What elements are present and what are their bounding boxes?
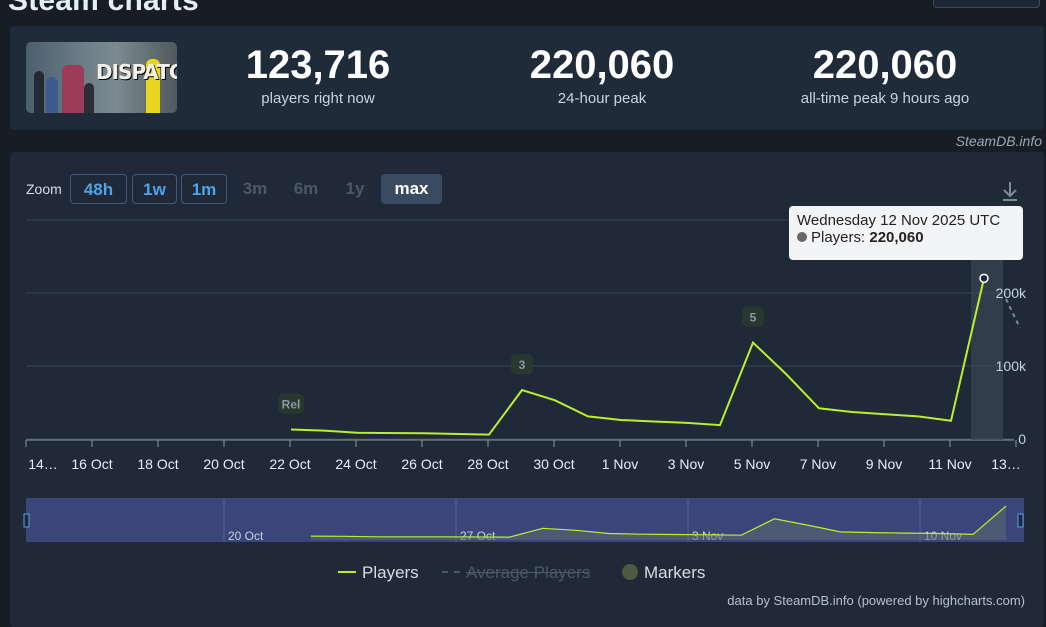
event-marker-label: 3 — [519, 358, 526, 372]
page-title: Steam charts — [8, 0, 199, 17]
legend-item-average-players[interactable]: Average Players — [442, 563, 590, 583]
navigator-area — [311, 506, 1007, 540]
legend-label: Markers — [644, 563, 706, 582]
stat-players-now: 123,716 players right now — [228, 42, 408, 107]
event-marker — [742, 306, 764, 327]
hover-band — [971, 260, 1003, 440]
y-tick-label: 0 — [1018, 431, 1026, 447]
event-marker-label: Rel — [282, 398, 301, 412]
legend-marker-icon — [622, 564, 638, 580]
event-marker — [511, 354, 533, 375]
hovered-data-point — [979, 273, 989, 284]
tooltip-series-label: Players: — [811, 229, 866, 246]
legend-dashed-line-icon — [442, 571, 460, 573]
zoom-1m-button[interactable]: 1m — [181, 174, 227, 204]
stat-label: players right now — [261, 90, 375, 107]
series-players-line — [290, 278, 985, 436]
steamdb-link[interactable]: SteamDB.info — [955, 133, 1042, 149]
navigator-series-line — [310, 505, 1007, 538]
event-marker — [278, 393, 304, 414]
x-tick-label: 11 Nov — [928, 456, 971, 472]
x-tick-label: 22 Oct — [269, 456, 310, 472]
x-tick-label: 26 Oct — [401, 456, 442, 472]
series-dot-icon — [797, 232, 807, 242]
tooltip-date: Wednesday 12 Nov 2025 UTC — [797, 212, 1001, 229]
zoom-3m-button[interactable]: 3m — [242, 179, 268, 198]
legend-item-markers[interactable]: Markers — [622, 563, 705, 583]
stat-value: 220,060 — [529, 43, 675, 87]
y-tick-label: 200k — [996, 285, 1027, 301]
dashed-trend-line — [1005, 298, 1021, 329]
zoom-label: Zoom — [26, 181, 62, 197]
zoom-1w-button[interactable]: 1w — [132, 174, 177, 204]
stat-24h-peak: 220,060 24-hour peak — [492, 42, 712, 107]
x-tick-label: 3 Nov — [668, 456, 705, 472]
game-thumbnail[interactable]: DISPATCH — [26, 42, 177, 113]
legend-line-icon — [338, 571, 356, 573]
stat-value: 123,716 — [245, 43, 391, 87]
chart-tooltip: Wednesday 12 Nov 2025 UTC Players: 220,0… — [789, 206, 1023, 260]
legend-label: Players — [362, 563, 419, 582]
x-tick-label: 16 Oct — [71, 456, 112, 472]
stats-bar: DISPATCH 123,716 players right now 220,0… — [10, 26, 1044, 130]
legend-label: Average Players — [466, 563, 591, 582]
zoom-6m-button[interactable]: 6m — [293, 179, 319, 198]
tooltip-value: 220,060 — [869, 229, 924, 246]
x-tick-label: 24 Oct — [335, 456, 376, 472]
x-tick-label: 1 Nov — [602, 456, 639, 472]
navigator-right-handle — [1017, 513, 1024, 528]
stat-label: 24-hour peak — [557, 90, 647, 107]
stat-label: all-time peak 9 hours ago — [800, 90, 970, 107]
navigator-tick-label: 27 Oct — [460, 529, 496, 543]
x-tick-label: 30 Oct — [533, 456, 574, 472]
stat-all-time-peak: 220,060 all-time peak 9 hours ago — [775, 42, 995, 107]
navigator-left-handle — [23, 513, 30, 528]
x-tick-label: 28 Oct — [467, 456, 508, 472]
x-tick-label: 20 Oct — [203, 456, 244, 472]
chart-credit[interactable]: data by SteamDB.info (powered by highcha… — [727, 593, 1025, 608]
x-tick-label: 18 Oct — [137, 456, 178, 472]
zoom-48h-button[interactable]: 48h — [70, 174, 127, 204]
top-right-button[interactable] — [933, 0, 1040, 8]
game-logo: DISPATCH — [96, 60, 177, 84]
zoom-1y-button[interactable]: 1y — [345, 179, 365, 198]
x-tick-label: 13… — [991, 456, 1021, 472]
tooltip-value-row: Players: 220,060 — [797, 229, 1015, 246]
players-chart[interactable]: Rel 3 5 14… 16 Oct 18 Oct 20 Oct 22 Oct 24 Oct 2… — [10, 152, 1044, 552]
download-icon[interactable] — [1000, 180, 1020, 202]
legend-item-players[interactable]: Players — [338, 563, 419, 583]
zoom-max-button[interactable]: max — [381, 174, 442, 204]
x-tick-label: 14… — [28, 456, 58, 472]
x-tick-label: 9 Nov — [866, 456, 903, 472]
x-tick-label: 5 Nov — [734, 456, 771, 472]
stat-value: 220,060 — [812, 43, 958, 87]
y-tick-label: 100k — [996, 358, 1027, 374]
chart-panel: Zoom 48h 1w 1m 3m 6m 1y max Rel 3 5 14… 16 … — [10, 152, 1044, 627]
x-tick-label: 7 Nov — [800, 456, 837, 472]
navigator-tick-label: 20 Oct — [228, 529, 264, 543]
event-marker-label: 5 — [750, 311, 757, 325]
